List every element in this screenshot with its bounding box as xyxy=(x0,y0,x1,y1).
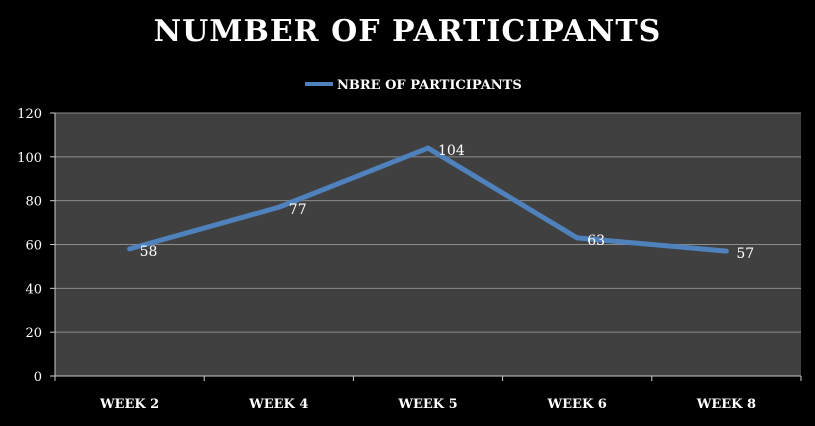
y-tick-label: 20 xyxy=(25,326,42,341)
x-tick-label: WEEK 6 xyxy=(547,397,607,412)
x-tick-label: WEEK 4 xyxy=(248,397,308,412)
data-label: 77 xyxy=(289,202,307,218)
data-label: 57 xyxy=(736,246,754,262)
x-tick-label: WEEK 2 xyxy=(99,397,159,412)
data-labels: 58 77 104 63 57 xyxy=(140,143,755,262)
y-tick-label: 100 xyxy=(17,151,42,166)
legend-label: NBRE OF PARTICIPANTS xyxy=(337,78,522,93)
series-line xyxy=(127,145,729,254)
data-label: 104 xyxy=(438,143,465,159)
x-axis-ticks: WEEK 2 WEEK 4 WEEK 5 WEEK 6 WEEK 8 xyxy=(54,376,802,412)
x-tick-label: WEEK 8 xyxy=(696,397,756,412)
data-label: 58 xyxy=(140,244,158,260)
y-tick-label: 60 xyxy=(25,239,42,254)
data-label: 63 xyxy=(587,233,605,249)
chart-title: NUMBER OF PARTICIPANTS xyxy=(153,14,662,49)
y-tick-label: 0 xyxy=(34,370,42,385)
y-tick-label: 80 xyxy=(25,195,42,210)
chart-legend: NBRE OF PARTICIPANTS xyxy=(305,78,522,93)
y-tick-label: 120 xyxy=(17,107,42,122)
series-line-group xyxy=(127,145,729,254)
y-tick-label: 40 xyxy=(25,282,42,297)
x-tick-label: WEEK 5 xyxy=(397,397,457,412)
y-axis-ticks: 0 20 40 60 80 100 120 xyxy=(17,107,55,385)
